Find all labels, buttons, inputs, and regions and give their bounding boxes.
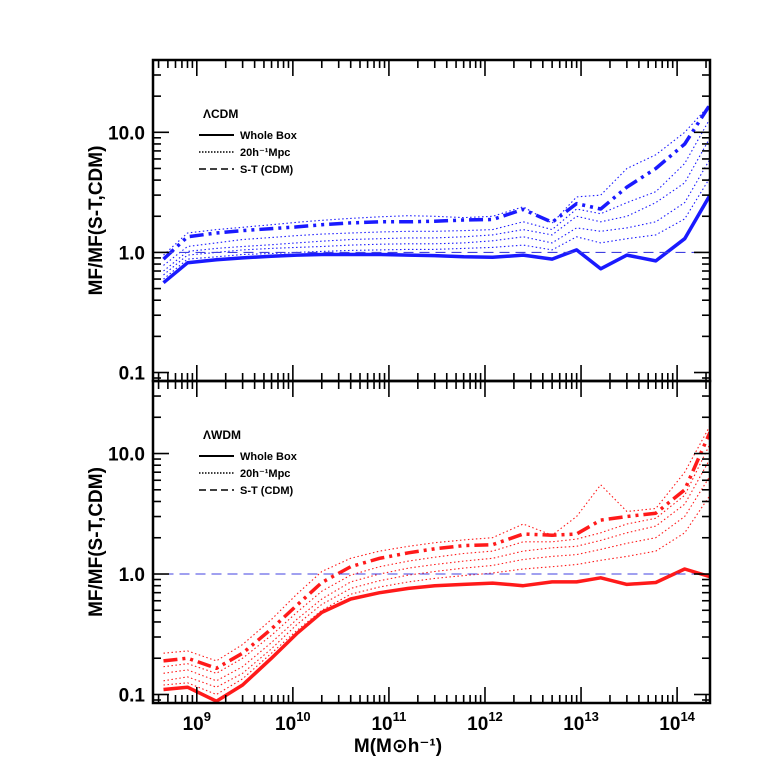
tick-marks [153,380,710,703]
series-line-whole-box [162,194,710,285]
series-group [163,425,710,703]
legend: ΛWDM Whole Box 20h⁻¹Mpc S-T (CDM) [199,428,298,497]
series-line-20h-mpc [162,103,710,261]
tick-marks [153,59,710,381]
legend-entry-label: 20h⁻¹Mpc [240,468,290,480]
series-line-20h-mpc [163,431,710,671]
series-line-whole-box [163,567,710,703]
y-tick-label: 10.0 [108,445,145,466]
y-tick-label: 0.1 [119,685,146,706]
legend-title: ΛWDM [203,428,241,442]
series-line-dotted-3 [163,118,710,266]
x-tick-label: 1014 [659,709,695,735]
series-line-dotted-3 [163,443,710,674]
series-group [162,103,710,285]
series-line-dotted-2 [163,425,710,662]
x-axis-title: M(M⊙h⁻¹) [354,736,442,757]
series-line-dotted-2 [163,104,710,256]
series-line-dotted-4 [163,458,710,682]
legend-entry-label: Whole Box [240,130,298,142]
y-tick-label: 1.0 [119,565,145,586]
x-tick-label: 109 [183,709,211,735]
x-tick-label: 1013 [563,709,599,735]
y-axis-title: MF/MF(S-T,CDM) [86,467,107,617]
x-tick-label: 1011 [371,709,406,735]
y-tick-label: 0.1 [119,364,146,385]
x-tick-label: 1012 [467,709,503,735]
y-tick-label: 1.0 [119,243,145,264]
legend-title: ΛCDM [203,107,238,121]
y-tick-label: 10.0 [108,123,145,144]
legend-entry-label: Whole Box [240,451,298,463]
x-tick-label: 1010 [275,709,311,735]
bottom-panel-lwdm: 0.1 1.0 10.0 109 1010 1011 1012 1013 1014 MF/MF(S… [86,379,712,735]
y-axis-title: MF/MF(S-T,CDM) [86,146,107,296]
legend-entry-label: 20h⁻¹Mpc [240,147,290,159]
series-line-dotted-6 [163,494,710,696]
series-line-dotted-5 [163,158,710,276]
plot-frame [151,379,712,705]
series-line-dotted-6 [163,177,710,280]
series-line-dotted-5 [163,475,710,688]
legend-entry-label: S-T (CDM) [240,164,293,176]
legend-entry-label: S-T (CDM) [240,485,293,497]
